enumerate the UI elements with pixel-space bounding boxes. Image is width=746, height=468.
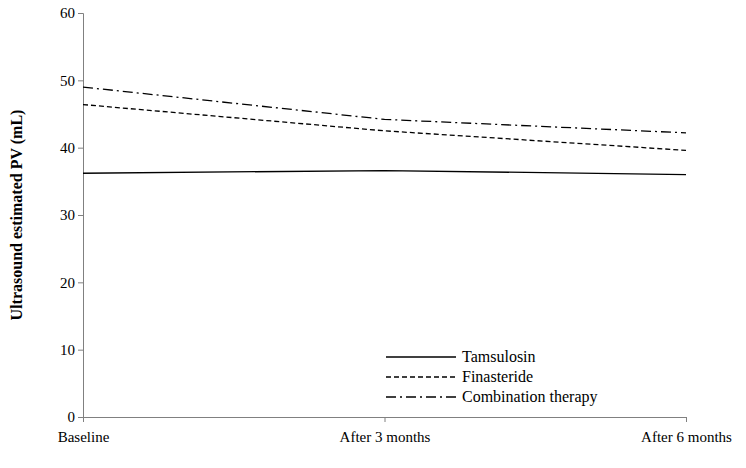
y-tick: 20: [60, 275, 83, 291]
y-tick: 30: [60, 207, 83, 223]
y-tick-label: 60: [60, 5, 75, 21]
x-tick: After 3 months: [340, 417, 431, 445]
legend-label: Combination therapy: [462, 388, 598, 406]
y-tick-mark: [78, 80, 83, 81]
y-tick-label: 40: [60, 140, 75, 156]
x-tick-mark: [385, 417, 386, 422]
series-group: [83, 87, 686, 175]
y-tick: 10: [60, 342, 83, 358]
x-tick-mark: [83, 417, 84, 422]
legend-entry: Tamsulosin: [386, 348, 536, 365]
legend-label: Finasteride: [462, 368, 533, 385]
y-tick: 0: [68, 409, 84, 425]
x-axis-line: [84, 418, 687, 423]
y-tick: 50: [60, 73, 83, 89]
y-axis-title: Ultrasound estimated PV (mL): [8, 110, 26, 321]
legend-swatch: [386, 396, 456, 397]
plot: 0 10 20 30 40 50 60 Baseline After 3 months After…: [58, 5, 732, 444]
series-line: [83, 87, 686, 133]
y-tick-mark: [78, 350, 83, 351]
x-axis: Baseline After 3 months After 6 months: [58, 417, 732, 445]
series-line: [83, 171, 686, 175]
series-line: [83, 105, 686, 151]
y-tick-label: 50: [60, 73, 75, 89]
x-tick-label: After 3 months: [340, 429, 431, 445]
y-tick-label: 0: [68, 409, 76, 425]
y-tick-label: 20: [60, 275, 75, 291]
y-axis: 0 10 20 30 40 50 60: [60, 5, 84, 425]
y-tick-label: 30: [60, 207, 75, 223]
legend: Tamsulosin Finasteride Combination therapy: [386, 348, 598, 406]
y-tick: 60: [60, 5, 83, 21]
y-tick-mark: [78, 282, 83, 283]
x-tick-label: After 6 months: [641, 429, 732, 445]
y-tick-label: 10: [60, 342, 75, 358]
legend-label: Tamsulosin: [462, 348, 536, 365]
legend-entry: Finasteride: [386, 368, 533, 385]
y-tick-mark: [78, 13, 83, 14]
y-tick-mark: [78, 215, 83, 216]
y-tick-mark: [78, 148, 83, 149]
legend-entry: Combination therapy: [386, 388, 598, 406]
y-tick: 40: [60, 140, 83, 156]
chart: 0 10 20 30 40 50 60 Baseline After 3 months After…: [0, 0, 746, 468]
x-tick-label: Baseline: [58, 429, 110, 445]
y-axis-line: [78, 14, 84, 418]
x-tick: Baseline: [58, 417, 110, 445]
x-tick-mark: [686, 417, 687, 422]
legend-swatch: [386, 356, 456, 357]
legend-swatch: [386, 376, 456, 377]
x-tick: After 6 months: [641, 417, 732, 445]
y-tick-mark: [78, 417, 83, 418]
